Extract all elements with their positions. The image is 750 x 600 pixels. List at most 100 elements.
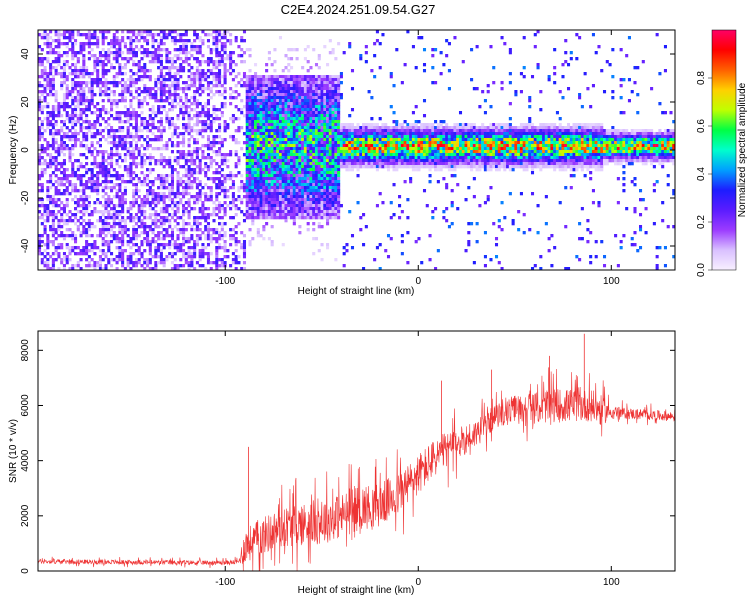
heatmap-cell xyxy=(168,255,172,259)
heatmap-cell xyxy=(123,189,127,193)
heatmap-cell xyxy=(187,144,191,148)
heatmap-cell xyxy=(323,108,327,112)
heatmap-cell xyxy=(57,132,61,136)
heatmap-cell xyxy=(118,186,122,190)
heatmap-cell xyxy=(220,141,224,145)
heatmap-cell xyxy=(337,81,341,85)
heatmap-cell xyxy=(245,159,249,163)
heatmap-cell xyxy=(212,66,216,70)
heatmap-cell xyxy=(281,123,285,127)
heatmap-cell xyxy=(54,216,58,220)
heatmap-cell xyxy=(212,60,216,64)
heatmap-cell xyxy=(298,162,302,166)
heatmap-cell xyxy=(148,249,152,253)
heatmap-cell xyxy=(201,252,205,256)
heatmap-cell xyxy=(334,216,338,220)
heatmap-cell xyxy=(85,81,89,85)
heatmap-cell xyxy=(201,129,205,133)
heatmap-cell xyxy=(270,156,274,160)
heatmap-cell xyxy=(229,186,233,190)
heatmap-cell xyxy=(223,234,227,238)
heatmap-cell xyxy=(176,135,180,139)
heatmap-cell xyxy=(290,120,294,124)
heatmap-cell xyxy=(317,168,321,172)
heatmap-cell xyxy=(118,69,122,73)
heatmap-cell xyxy=(162,105,166,109)
heatmap-cell xyxy=(284,117,288,121)
heatmap-cell xyxy=(323,114,327,118)
heatmap-cell xyxy=(215,192,219,196)
heatmap-cell xyxy=(132,189,136,193)
heatmap-cell xyxy=(123,45,127,49)
heatmap-cell xyxy=(331,204,335,208)
heatmap-cell xyxy=(323,153,327,157)
heatmap-cell xyxy=(223,81,227,85)
heatmap-cell xyxy=(112,129,116,133)
heatmap-cell xyxy=(334,120,338,124)
heatmap-cell xyxy=(287,75,291,79)
heatmap-cell xyxy=(143,72,147,76)
heatmap-cell xyxy=(143,201,147,205)
heatmap-cell xyxy=(129,171,133,175)
heatmap-cell xyxy=(143,213,147,217)
heatmap-cell xyxy=(112,90,116,94)
heatmap-cell xyxy=(140,243,144,247)
heatmap-cell xyxy=(170,183,175,187)
heatmap-cell xyxy=(71,120,75,124)
heatmap-cell xyxy=(292,198,296,202)
heatmap-cell xyxy=(74,63,78,67)
heatmap-cell xyxy=(265,207,269,211)
heatmap-cell xyxy=(206,156,211,160)
heatmap-cell xyxy=(292,84,296,88)
heatmap-cell xyxy=(90,264,94,268)
heatmap-cell xyxy=(198,237,202,241)
heatmap-cell xyxy=(290,171,294,175)
heatmap-cell xyxy=(182,174,186,178)
heatmap-cell xyxy=(115,75,119,79)
heatmap-cell xyxy=(198,75,202,79)
heatmap-cell xyxy=(201,213,205,217)
heatmap-cell xyxy=(184,174,188,178)
heatmap-cell xyxy=(309,102,313,106)
heatmap-cell xyxy=(209,156,213,160)
heatmap-cell xyxy=(140,75,144,79)
heatmap-cell xyxy=(317,105,321,109)
heatmap-cell xyxy=(303,171,307,175)
heatmap-cell xyxy=(223,261,227,265)
heatmap-cell xyxy=(303,96,307,100)
heatmap-cell xyxy=(96,174,100,178)
heatmap-cell xyxy=(245,117,249,121)
heatmap-cell xyxy=(251,153,255,157)
heatmap-cell xyxy=(220,264,224,268)
heatmap-cell xyxy=(57,162,61,166)
heatmap-cell xyxy=(176,39,180,43)
heatmap-cell xyxy=(290,135,294,139)
heatmap-cell xyxy=(96,75,100,79)
heatmap-cell xyxy=(259,207,263,211)
heatmap-cell xyxy=(234,84,238,88)
heatmap-cell xyxy=(110,39,114,43)
heatmap-cell xyxy=(143,240,147,244)
heatmap-cell xyxy=(121,225,125,229)
heatmap-cell xyxy=(276,87,280,91)
heatmap-cell xyxy=(107,99,111,103)
heatmap-cell xyxy=(162,261,166,265)
heatmap-cell xyxy=(218,93,222,97)
heatmap-cell xyxy=(245,126,249,130)
heatmap-cell xyxy=(204,225,208,229)
heatmap-cell xyxy=(90,171,94,175)
heatmap-cell xyxy=(87,102,91,106)
heatmap-cell xyxy=(303,156,307,160)
heatmap-cell xyxy=(234,255,238,259)
heatmap-cell xyxy=(104,210,108,214)
heatmap-cell xyxy=(348,162,352,166)
heatmap-cells xyxy=(38,30,676,271)
heatmap-cell xyxy=(123,81,127,85)
heatmap-cell xyxy=(168,108,172,112)
heatmap-cell xyxy=(223,129,227,133)
heatmap-cell xyxy=(159,96,163,100)
heatmap-cell xyxy=(206,75,211,79)
heatmap-cell xyxy=(71,183,75,187)
heatmap-cell xyxy=(234,75,238,79)
heatmap-cell xyxy=(278,111,283,115)
